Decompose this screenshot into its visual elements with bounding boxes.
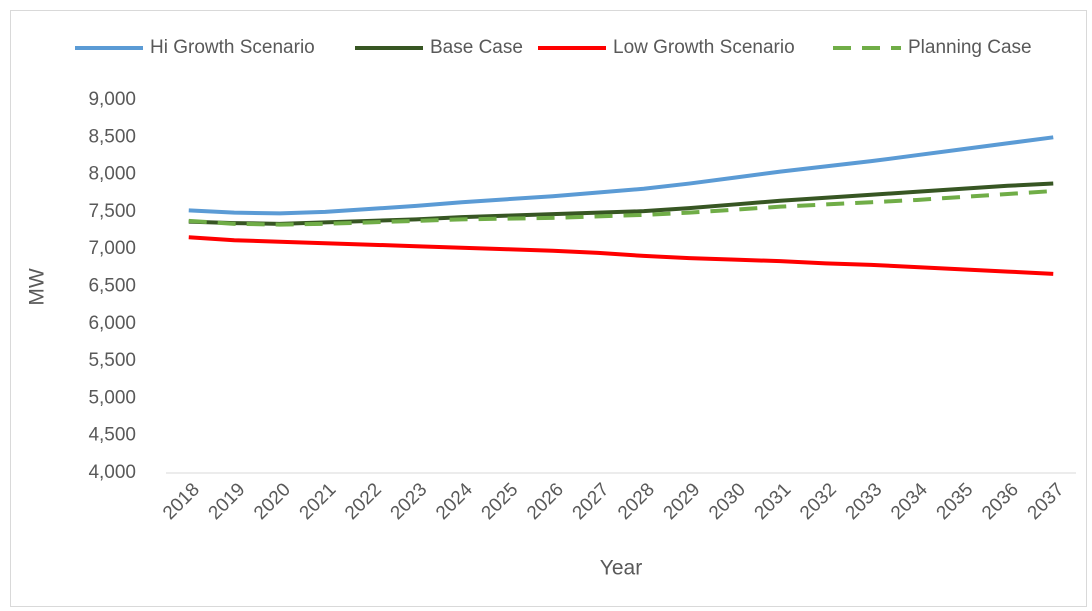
y-tick-label: 5,500 (88, 350, 136, 371)
legend-label: Base Case (430, 37, 523, 58)
y-tick-label: 7,500 (88, 201, 136, 222)
y-tick-label: 8,500 (88, 126, 136, 147)
y-tick-label: 4,500 (88, 425, 136, 446)
series-line (188, 181, 1054, 226)
y-tick-label: 8,000 (88, 164, 136, 185)
y-tick-label: 6,500 (88, 276, 136, 297)
y-tick-label: 7,000 (88, 238, 136, 259)
y-tick-label: 5,000 (88, 387, 136, 408)
legend-label: Hi Growth Scenario (150, 37, 315, 58)
y-axis-title: MW (26, 268, 49, 305)
legend-label: Planning Case (908, 37, 1032, 58)
y-tick-label: 4,000 (88, 462, 136, 483)
chart-border (10, 10, 1087, 607)
series-line (188, 135, 1054, 216)
series-line (188, 235, 1054, 276)
legend-label: Low Growth Scenario (613, 37, 795, 58)
x-axis-title: Year (600, 557, 642, 580)
y-tick-label: 6,000 (88, 313, 136, 334)
y-tick-label: 9,000 (88, 89, 136, 110)
